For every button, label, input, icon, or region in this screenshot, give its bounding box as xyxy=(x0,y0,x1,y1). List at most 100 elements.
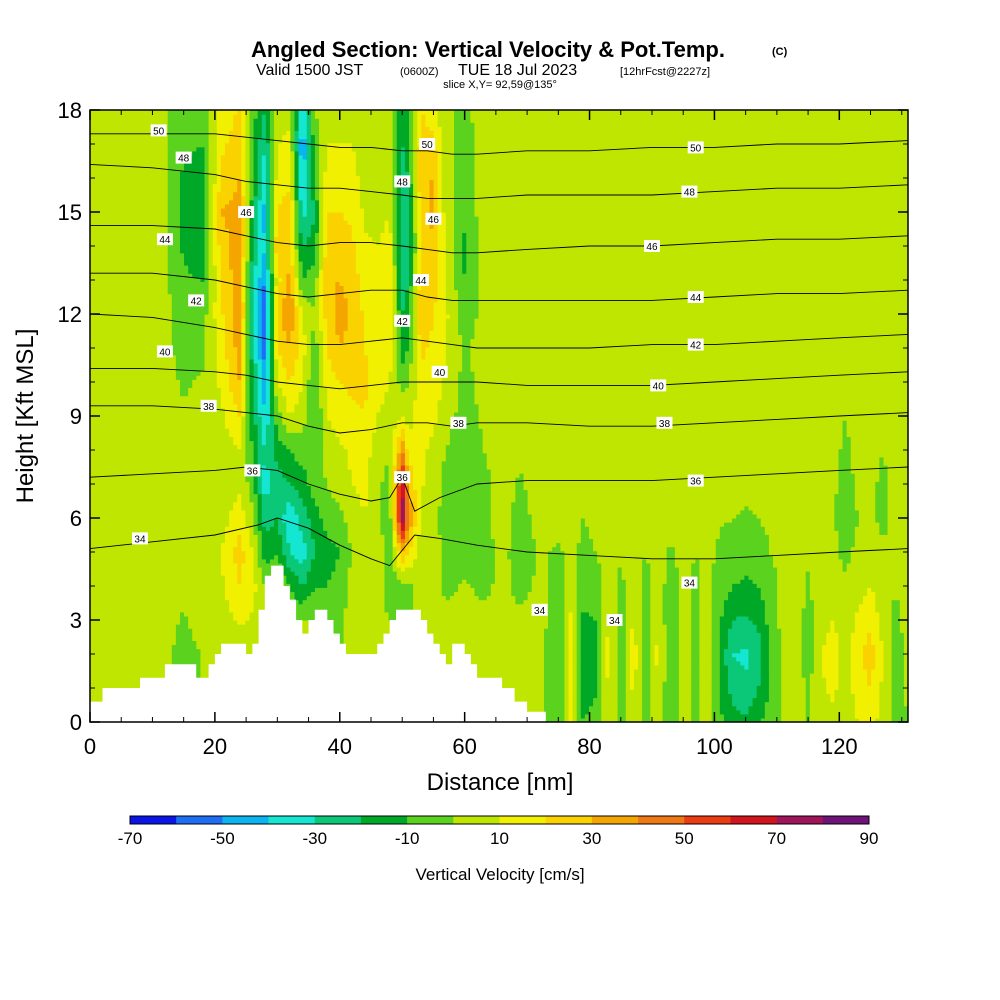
velocity-cell xyxy=(143,200,148,205)
velocity-cell xyxy=(151,563,156,568)
velocity-cell xyxy=(135,416,140,421)
velocity-cell xyxy=(151,290,156,295)
velocity-cell xyxy=(106,530,111,535)
velocity-cell xyxy=(168,277,173,282)
velocity-cell xyxy=(135,571,140,576)
velocity-cell xyxy=(155,188,160,193)
velocity-cell xyxy=(143,445,148,450)
velocity-cell xyxy=(155,155,160,160)
velocity-cell xyxy=(192,175,197,180)
velocity-cell xyxy=(155,608,160,613)
velocity-cell xyxy=(135,200,140,205)
velocity-cell xyxy=(196,253,201,258)
velocity-cell xyxy=(151,392,156,397)
velocity-cell xyxy=(106,518,111,523)
velocity-cell xyxy=(151,212,156,217)
velocity-cell xyxy=(135,657,140,662)
velocity-cell xyxy=(209,363,214,368)
velocity-cell xyxy=(172,596,177,601)
velocity-cell xyxy=(143,212,148,217)
velocity-cell xyxy=(115,551,120,556)
velocity-cell xyxy=(127,506,132,511)
velocity-cell xyxy=(110,400,115,405)
velocity-cell xyxy=(196,167,201,172)
velocity-cell xyxy=(119,298,124,303)
velocity-cell xyxy=(131,347,136,352)
velocity-cell xyxy=(221,600,226,605)
velocity-cell xyxy=(160,600,165,605)
velocity-cell xyxy=(196,538,201,543)
velocity-cell xyxy=(192,387,197,392)
velocity-cell xyxy=(209,473,214,478)
velocity-cell xyxy=(164,310,169,315)
velocity-cell xyxy=(139,485,144,490)
velocity-cell xyxy=(172,371,177,376)
velocity-cell xyxy=(188,416,193,421)
velocity-cell xyxy=(172,114,177,119)
velocity-cell xyxy=(188,338,193,343)
velocity-cell xyxy=(147,530,152,535)
velocity-cell xyxy=(135,432,140,437)
velocity-cell xyxy=(172,334,177,339)
velocity-cell xyxy=(147,551,152,556)
velocity-cell xyxy=(217,432,222,437)
velocity-cell xyxy=(106,551,111,556)
velocity-cell xyxy=(110,347,115,352)
velocity-cell xyxy=(151,559,156,564)
velocity-cell xyxy=(135,134,140,139)
velocity-cell xyxy=(102,188,107,193)
velocity-cell xyxy=(213,649,218,654)
velocity-cell xyxy=(217,220,222,225)
velocity-cell xyxy=(168,310,173,315)
velocity-cell xyxy=(200,604,205,609)
velocity-cell xyxy=(172,281,177,286)
velocity-cell xyxy=(180,249,185,254)
velocity-cell xyxy=(115,392,120,397)
velocity-cell xyxy=(180,257,185,262)
velocity-cell xyxy=(135,383,140,388)
velocity-cell xyxy=(98,183,103,188)
velocity-cell xyxy=(188,200,193,205)
velocity-cell xyxy=(131,583,136,588)
velocity-cell xyxy=(127,526,132,531)
velocity-cell xyxy=(98,347,103,352)
velocity-cell xyxy=(176,236,181,241)
velocity-cell xyxy=(115,196,120,201)
velocity-cell xyxy=(200,183,205,188)
velocity-cell xyxy=(196,583,201,588)
velocity-cell xyxy=(151,628,156,633)
velocity-cell xyxy=(200,204,205,209)
velocity-cell xyxy=(131,367,136,372)
velocity-cell xyxy=(213,302,218,307)
velocity-cell xyxy=(106,175,111,180)
velocity-cell xyxy=(192,473,197,478)
velocity-cell xyxy=(123,347,128,352)
velocity-cell xyxy=(200,330,205,335)
velocity-cell xyxy=(188,179,193,184)
velocity-cell xyxy=(180,224,185,229)
velocity-cell xyxy=(147,628,152,633)
velocity-cell xyxy=(131,294,136,299)
velocity-cell xyxy=(102,661,107,666)
velocity-cell xyxy=(115,649,120,654)
velocity-cell xyxy=(164,640,169,645)
velocity-cell xyxy=(102,563,107,568)
velocity-cell xyxy=(115,396,120,401)
velocity-cell xyxy=(151,151,156,156)
velocity-cell xyxy=(106,126,111,131)
velocity-cell xyxy=(102,453,107,458)
velocity-cell xyxy=(217,555,222,560)
velocity-cell xyxy=(205,481,210,486)
velocity-cell xyxy=(151,400,156,405)
velocity-cell xyxy=(221,322,226,327)
velocity-cell xyxy=(213,192,218,197)
velocity-cell xyxy=(119,477,124,482)
velocity-cell xyxy=(196,502,201,507)
velocity-cell xyxy=(176,338,181,343)
velocity-cell xyxy=(135,155,140,160)
velocity-cell xyxy=(94,318,99,323)
velocity-cell xyxy=(94,644,99,649)
velocity-cell xyxy=(115,555,120,560)
velocity-cell xyxy=(155,281,160,286)
velocity-cell xyxy=(98,387,103,392)
